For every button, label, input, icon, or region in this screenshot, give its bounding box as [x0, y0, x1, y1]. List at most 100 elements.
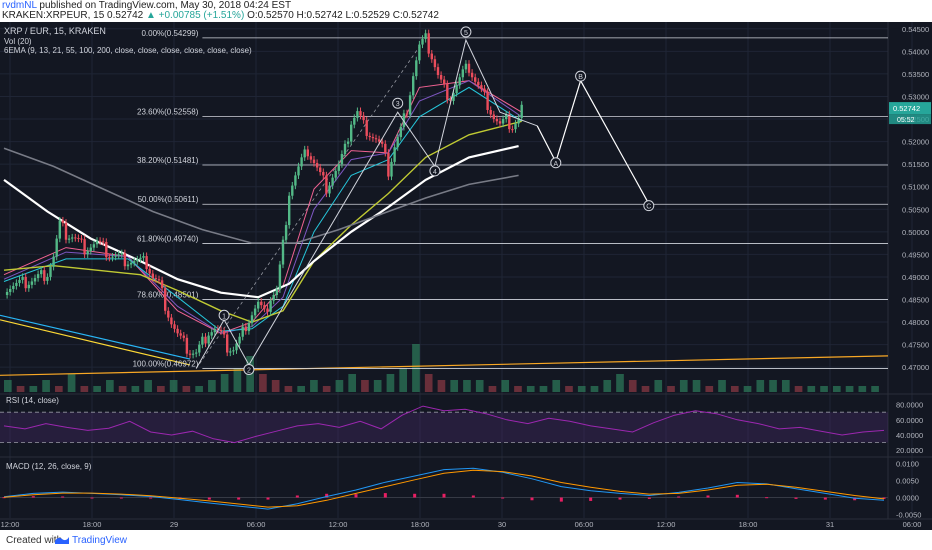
volume-bar — [616, 374, 624, 392]
candle-body — [238, 336, 241, 344]
symbol-text: KRAKEN:XRPEUR, 15 — [2, 10, 105, 21]
candle-body — [319, 167, 322, 173]
candle-body — [275, 289, 278, 295]
candle-body — [381, 141, 384, 144]
volume-bar — [322, 386, 331, 392]
candle-body — [362, 115, 365, 121]
volume-bar — [361, 380, 369, 392]
candle-body — [232, 350, 235, 352]
volume-bar — [55, 386, 63, 392]
wave-label-circle — [429, 165, 441, 177]
volume-bar — [832, 386, 841, 392]
ema-line — [3, 120, 522, 323]
published-text: published on TradingView.com, May 30, 20… — [39, 0, 292, 11]
candle-body — [157, 279, 161, 281]
candle-body — [55, 238, 58, 257]
candle-body — [384, 143, 387, 153]
candle-body — [216, 328, 220, 330]
ema-legend: 6EMA (9, 13, 21, 55, 100, 200, close, cl… — [4, 46, 252, 55]
time-tick-label: 06:00 — [247, 520, 266, 529]
candle-body — [325, 175, 328, 194]
candle-body — [129, 262, 133, 265]
candle-body — [303, 149, 306, 158]
candle-body — [353, 117, 356, 125]
volume-bar — [526, 386, 535, 392]
candle-body — [480, 85, 483, 89]
last-price-label: 0.52742 — [893, 104, 920, 113]
trend-line-support — [0, 355, 889, 376]
author-link[interactable]: rvdmNL — [2, 0, 37, 11]
tradingview-link[interactable]: TradingView — [72, 535, 128, 546]
macd-hist-bar — [677, 496, 681, 498]
candle-body — [387, 152, 390, 177]
grid-lines — [0, 22, 932, 520]
candle-body — [328, 185, 331, 194]
candle-body — [114, 255, 117, 257]
price-tick-label: 0.49000 — [902, 273, 929, 282]
candle-body — [495, 119, 499, 122]
candle-body — [393, 147, 396, 162]
macd-hist-bar — [237, 497, 241, 500]
candle-body — [176, 328, 179, 334]
time-tick-label: 18:00 — [411, 520, 430, 529]
volume-bar — [220, 374, 229, 392]
candle-body — [154, 278, 158, 280]
fib-diagonal — [195, 37, 426, 369]
price-tick-label: 0.54000 — [902, 47, 929, 56]
candle-body — [136, 259, 139, 262]
volume-bar — [463, 380, 471, 392]
volume-bar — [514, 386, 522, 392]
candle-body — [505, 114, 508, 120]
candle-body — [343, 143, 347, 154]
price-tick-label: 0.51000 — [902, 183, 929, 192]
chart-area[interactable]: 0.00%(0.54299) 23.60%(0.52558) 38.20%(0.51… — [0, 22, 932, 530]
macd-hist-bar — [735, 494, 739, 498]
candle-body — [77, 238, 80, 240]
candle-body — [430, 53, 433, 60]
volume-bar — [501, 380, 510, 392]
macd-hist-bar — [471, 495, 475, 498]
wave-label-circle — [243, 363, 255, 375]
candle-body — [188, 353, 192, 355]
volume-bar — [424, 374, 433, 392]
volume-bar — [182, 386, 191, 392]
candle-body — [418, 44, 421, 61]
ohlc-text: O:0.52570 H:0.52742 L:0.52529 C:0.52742 — [247, 10, 439, 21]
candle-body — [486, 91, 489, 110]
candle-body — [108, 257, 111, 259]
fib-label: 100.00%(0.46972) — [133, 359, 199, 368]
candle-body — [427, 33, 430, 54]
candle-body — [300, 157, 303, 167]
candle-body — [334, 170, 337, 178]
candle-body — [204, 336, 207, 344]
tradingview-logo-icon — [54, 534, 70, 549]
volume-bar — [373, 380, 382, 392]
created-with-text: Created with — [6, 535, 63, 546]
wave-label-circle — [392, 97, 404, 109]
footer: Created with TradingView — [0, 530, 932, 550]
candle-body — [455, 85, 458, 94]
candle-body — [514, 123, 517, 130]
macd-hist-bar — [442, 493, 446, 498]
candle-body — [213, 328, 216, 333]
candle-body — [306, 149, 309, 157]
price-tick-label: 0.49500 — [902, 250, 929, 259]
volume-bar — [144, 380, 152, 392]
chart-canvas[interactable]: 0.00%(0.54299) 23.60%(0.52558) 38.20%(0.51… — [0, 22, 932, 530]
volume-bar — [692, 380, 701, 392]
candle-body — [412, 76, 415, 96]
volume-bar — [590, 386, 599, 392]
candle-body — [250, 315, 254, 324]
macd-hist-bar — [325, 493, 329, 498]
volume-bar — [80, 386, 89, 392]
macd-hist-bar — [383, 493, 387, 498]
candle-body — [126, 264, 130, 267]
macd-hist-bar — [2, 497, 6, 499]
wave-label: 5 — [464, 30, 468, 37]
wave-label: A — [553, 161, 558, 168]
candle-body — [92, 244, 96, 248]
candle-body — [439, 75, 443, 80]
volume-bar — [348, 374, 356, 392]
macd-legend: MACD (12, 26, close, 9) — [6, 462, 92, 471]
candle-body — [467, 63, 471, 73]
